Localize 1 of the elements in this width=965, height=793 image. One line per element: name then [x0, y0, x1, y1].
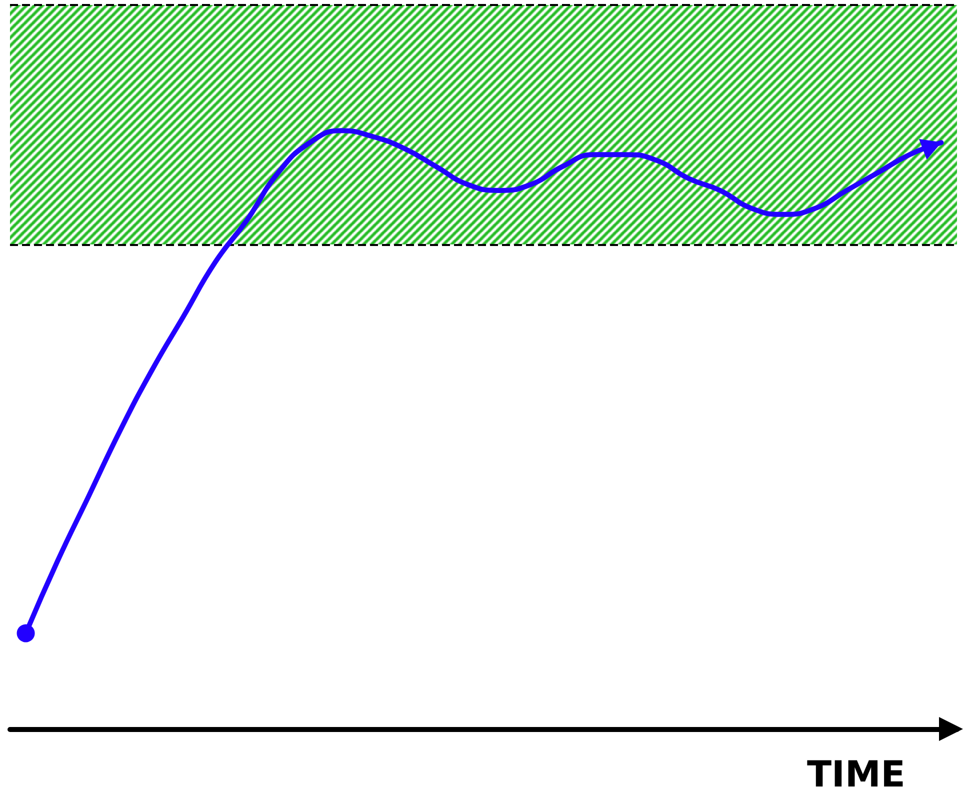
- x-axis-title: TIME: [807, 754, 906, 793]
